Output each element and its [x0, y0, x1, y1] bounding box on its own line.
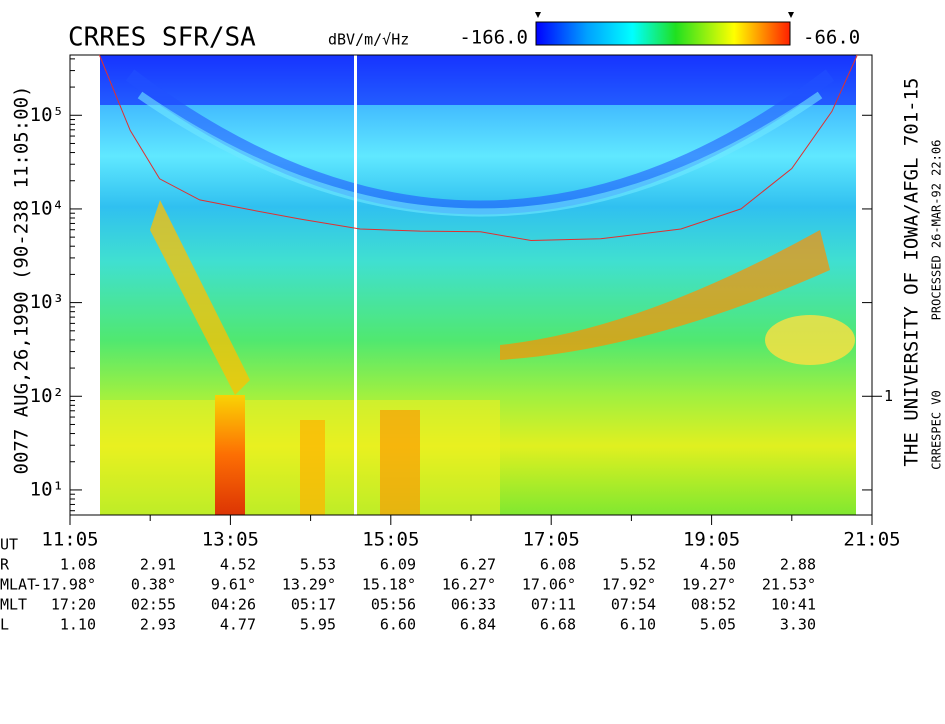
ephemeris-value: 21.53°: [762, 576, 816, 594]
ephemeris-label: MLT: [0, 596, 27, 614]
ephemeris-label: R: [0, 556, 10, 574]
chart-title: CRRES SFR/SA: [68, 23, 256, 53]
colorbar-marker: [535, 12, 794, 18]
processed: PROCESSED 26-MAR-92 22:06: [930, 140, 944, 321]
x-tick-label: 21:05: [843, 529, 900, 551]
x-axis-label: UT: [0, 536, 18, 554]
ephemeris-value: 1.10: [60, 616, 96, 634]
ephemeris-value: 1.08: [60, 556, 96, 574]
ephemeris-value: 6.60: [380, 616, 416, 634]
ephemeris-value: 6.10: [620, 616, 656, 634]
ephemeris-label: MLAT: [0, 576, 36, 594]
x-tick-label: 15:05: [362, 529, 419, 551]
software: CRRESPEC V0: [930, 390, 944, 469]
ephemeris-value: 2.88: [780, 556, 816, 574]
ephemeris-value: 15.18°: [362, 576, 416, 594]
ephemeris-value: 6.68: [540, 616, 576, 634]
y-tick-label: 10²: [30, 385, 64, 407]
ephemeris-value: 5.95: [300, 616, 336, 634]
ephemeris-value: 13.29°: [282, 576, 336, 594]
ephemeris-value: 19.27°: [682, 576, 736, 594]
ephemeris-value: 16.27°: [442, 576, 496, 594]
ephemeris-value: 5.53: [300, 556, 336, 574]
ephemeris-value: 10:41: [771, 596, 816, 614]
ephemeris-value: 05:56: [371, 596, 416, 614]
ephemeris-value: 17.06°: [522, 576, 576, 594]
ephemeris-value: 5.52: [620, 556, 656, 574]
colorbar-label: dBV/m/√Hz: [328, 31, 409, 49]
ephemeris-label: L: [0, 616, 9, 634]
ephemeris-value: 4.50: [700, 556, 736, 574]
ephemeris-value: 04:26: [211, 596, 256, 614]
ephemeris-value: 6.09: [380, 556, 416, 574]
ephemeris-value: 6.27: [460, 556, 496, 574]
x-tick-label: 13:05: [202, 529, 259, 551]
colorbar: [535, 21, 791, 46]
y-tick-label: 10⁴: [30, 197, 64, 219]
ephemeris-value: 9.61°: [211, 576, 256, 594]
ephemeris-value: 2.93: [140, 616, 176, 634]
x-tick-label: 11:05: [41, 529, 98, 551]
ephemeris-value: 17.92°: [602, 576, 656, 594]
spectrogram-image: [100, 55, 856, 515]
ephemeris-value: 08:52: [691, 596, 736, 614]
ephemeris-value: 06:33: [451, 596, 496, 614]
ephemeris-value: 17:20: [51, 596, 96, 614]
ephemeris-value: 6.08: [540, 556, 576, 574]
ephemeris-value: 05:17: [291, 596, 336, 614]
ephemeris-value: 0.38°: [131, 576, 176, 594]
institution: THE UNIVERSITY OF IOWA/AFGL 701-15: [901, 78, 923, 467]
x-tick-label: 19:05: [683, 529, 740, 551]
ephemeris-value: 2.91: [140, 556, 176, 574]
y-tick-label: 10⁵: [30, 104, 64, 126]
y-tick-label: 10¹: [30, 478, 64, 500]
ephemeris-value: 3.30: [780, 616, 816, 634]
y2-tick-label: 1: [884, 387, 893, 405]
ephemeris-value: -17.98°: [33, 576, 96, 594]
colorbar-max: -66.0: [803, 27, 860, 49]
ephemeris-value: 02:55: [131, 596, 176, 614]
ephemeris-value: 4.77: [220, 616, 256, 634]
y-axis-label: 0077 AUG,26,1990 (90-238 11:05:00): [11, 86, 33, 475]
ephemeris-value: 4.52: [220, 556, 256, 574]
colorbar-min: -166.0: [459, 27, 528, 49]
ephemeris-value: 07:11: [531, 596, 576, 614]
y-tick-label: 10³: [30, 291, 64, 313]
ephemeris-value: 6.84: [460, 616, 496, 634]
ephemeris-value: 5.05: [700, 616, 736, 634]
ephemeris-value: 07:54: [611, 596, 656, 614]
x-tick-label: 17:05: [523, 529, 580, 551]
frequency-line: [98, 54, 858, 242]
